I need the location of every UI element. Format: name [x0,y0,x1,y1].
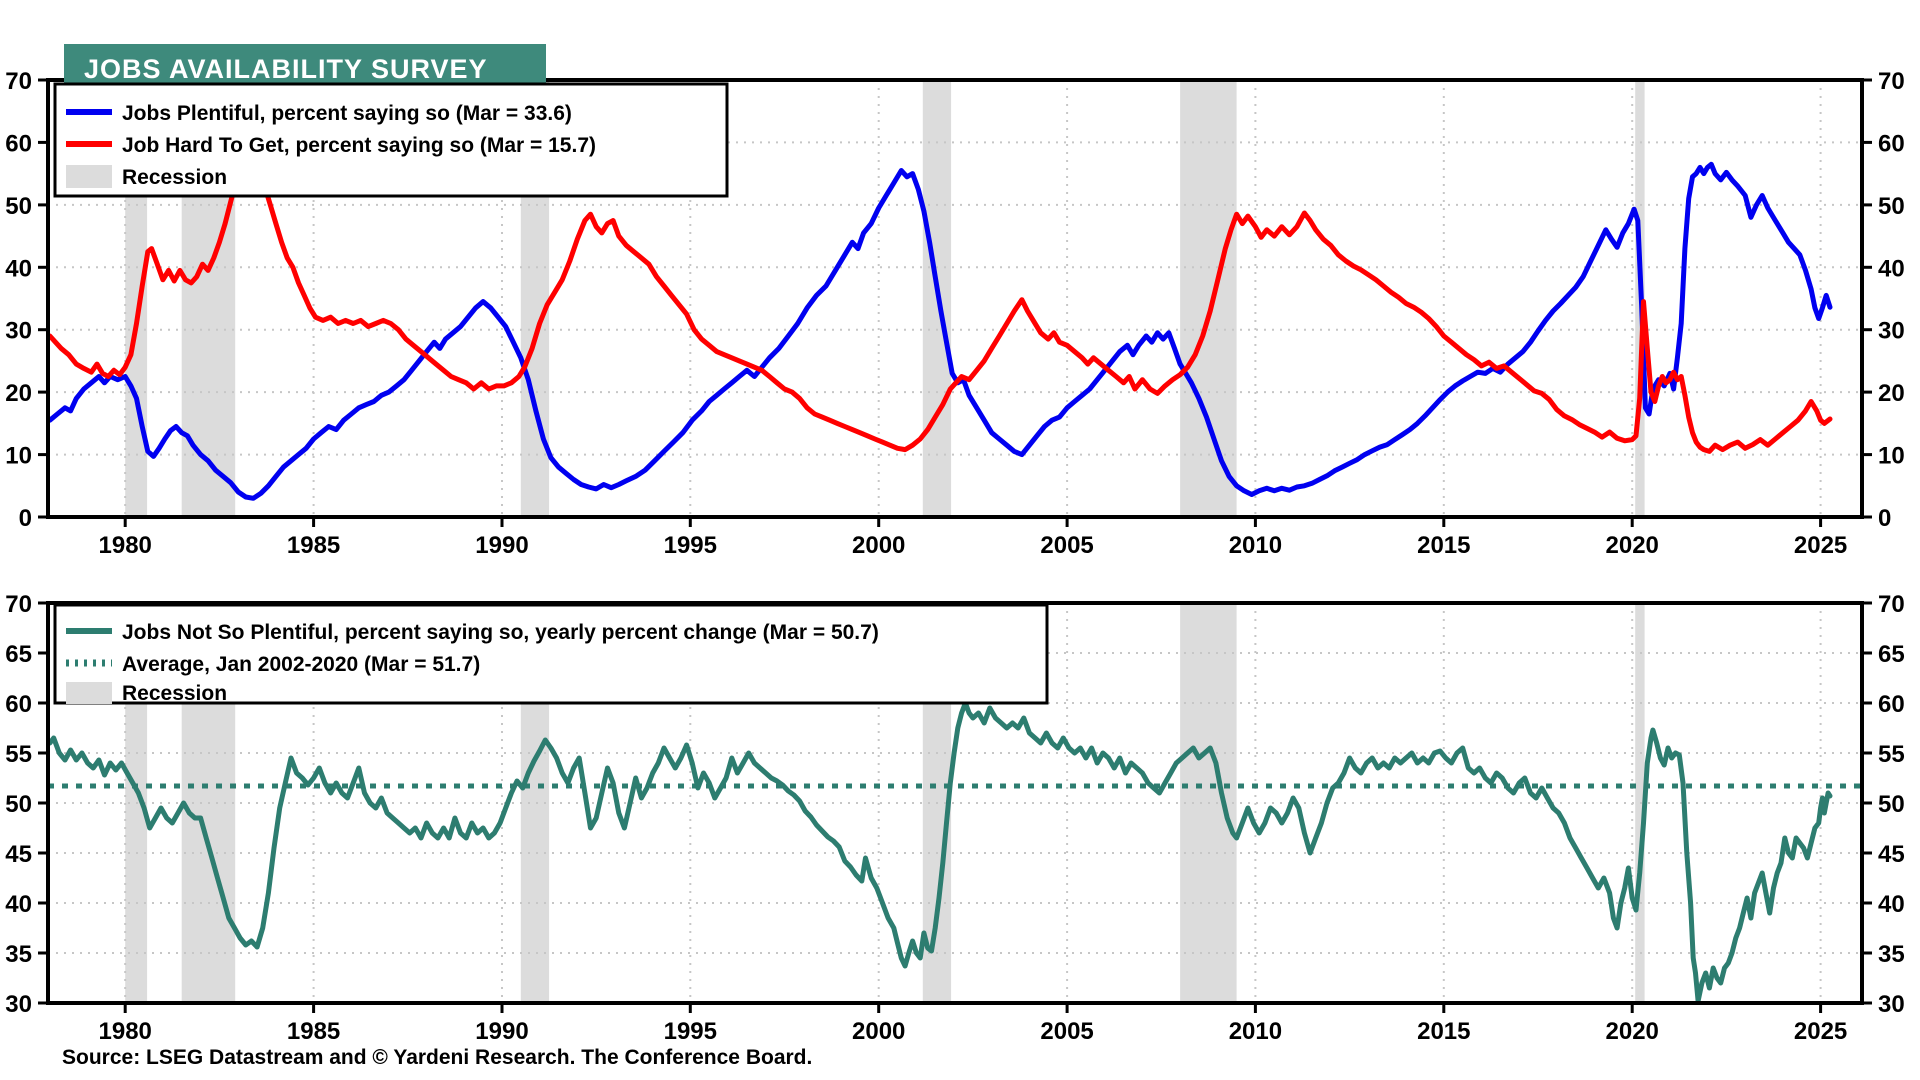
y-tick-label-left: 45 [5,841,32,868]
y-tick-label-right: 60 [1878,130,1905,157]
y-tick-label-left: 35 [5,941,32,968]
x-tick-label: 1995 [664,532,717,559]
y-tick-label-right: 10 [1878,443,1905,470]
x-tick-label: 1990 [475,1018,528,1045]
legend-item-recession: Recession [122,166,227,189]
x-tick-label: 1985 [287,532,340,559]
y-tick-label-left: 60 [5,130,32,157]
y-tick-label-left: 40 [5,255,32,282]
x-tick-label: 2000 [852,1018,905,1045]
legend-item-recession: Recession [122,682,227,705]
source-attribution: Source: LSEG Datastream and © Yardeni Re… [62,1046,812,1069]
x-tick-label: 2005 [1040,532,1093,559]
y-tick-label-left: 0 [19,505,32,532]
y-tick-label-right: 50 [1878,193,1905,220]
recession-band [1180,80,1237,517]
x-tick-label: 1990 [475,532,528,559]
recession-band [1635,603,1645,1003]
y-tick-label-left: 40 [5,891,32,918]
x-tick-label: 2005 [1040,1018,1093,1045]
x-tick-label: 2015 [1417,532,1470,559]
x-tick-label: 2025 [1794,532,1847,559]
legend-bottom-panel: Jobs Not So Plentiful, percent saying so… [53,603,1049,705]
y-tick-label-left: 70 [5,591,32,618]
legend-box [53,603,1049,705]
plot-frame [46,78,1864,519]
y-tick-label-right: 0 [1878,505,1891,532]
y-tick-label-left: 65 [5,641,32,668]
x-tick-label: 2000 [852,532,905,559]
x-tick-label: 1995 [664,1018,717,1045]
bottom-panel: 1980 1985 1990 1995 2000 2005 2010 2015 2020 2025… [5,591,1904,1045]
y-tick-label-right: 55 [1878,741,1905,768]
series-line-jobs-not-so-plentiful [47,700,1833,1004]
y-tick-label-right: 65 [1878,641,1905,668]
top-panel: 1980 1985 1990 1995 2000 2005 2010 2015 2020 2025… [5,68,1904,559]
x-tick-label: 2020 [1606,532,1659,559]
y-tick-label-right: 30 [1878,991,1905,1018]
y-tick-label-left: 30 [5,318,32,345]
recession-swatch [66,682,112,704]
y-tick-label-right: 40 [1878,255,1905,282]
y-tick-label-left: 55 [5,741,32,768]
legend-box [53,82,729,198]
series-line-jobs-plentiful [47,161,1833,501]
x-tick-label: 2020 [1606,1018,1659,1045]
page-title: JOBS AVAILABILITY SURVEY [84,54,488,84]
x-tick-label: 1980 [99,1018,152,1045]
y-tick-label-left: 30 [5,991,32,1018]
legend-item-job-hard-to-get: Job Hard To Get, percent saying so (Mar … [122,134,596,157]
x-tick-label: 2010 [1229,532,1282,559]
y-tick-label-left: 60 [5,691,32,718]
y-tick-label-right: 35 [1878,941,1905,968]
y-tick-label-left: 70 [5,68,32,95]
y-tick-label-left: 50 [5,791,32,818]
legend-item-jobs-plentiful: Jobs Plentiful, percent saying so (Mar =… [122,102,572,125]
legend-item-average: Average, Jan 2002-2020 (Mar = 51.7) [122,653,480,676]
y-tick-label-right: 20 [1878,380,1905,407]
plot-frame [46,601,1864,1005]
x-tick-label: 1985 [287,1018,340,1045]
legend-top-panel: Jobs Plentiful, percent saying so (Mar =… [53,82,729,198]
y-tick-label-right: 30 [1878,318,1905,345]
y-tick-label-right: 40 [1878,891,1905,918]
x-tick-label: 1980 [99,532,152,559]
y-tick-label-left: 50 [5,193,32,220]
y-tick-label-right: 45 [1878,841,1905,868]
x-tick-label: 2025 [1794,1018,1847,1045]
x-tick-label: 2010 [1229,1018,1282,1045]
x-tick-label: 2015 [1417,1018,1470,1045]
y-tick-label-right: 70 [1878,68,1905,95]
y-tick-label-right: 70 [1878,591,1905,618]
y-tick-label-left: 20 [5,380,32,407]
series-line-job-hard-to-get [47,146,1833,454]
y-tick-label-right: 60 [1878,691,1905,718]
y-tick-label-left: 10 [5,443,32,470]
y-tick-label-right: 50 [1878,791,1905,818]
legend-item-jobs-not-so-plentiful: Jobs Not So Plentiful, percent saying so… [122,621,879,644]
recession-swatch [66,165,112,188]
